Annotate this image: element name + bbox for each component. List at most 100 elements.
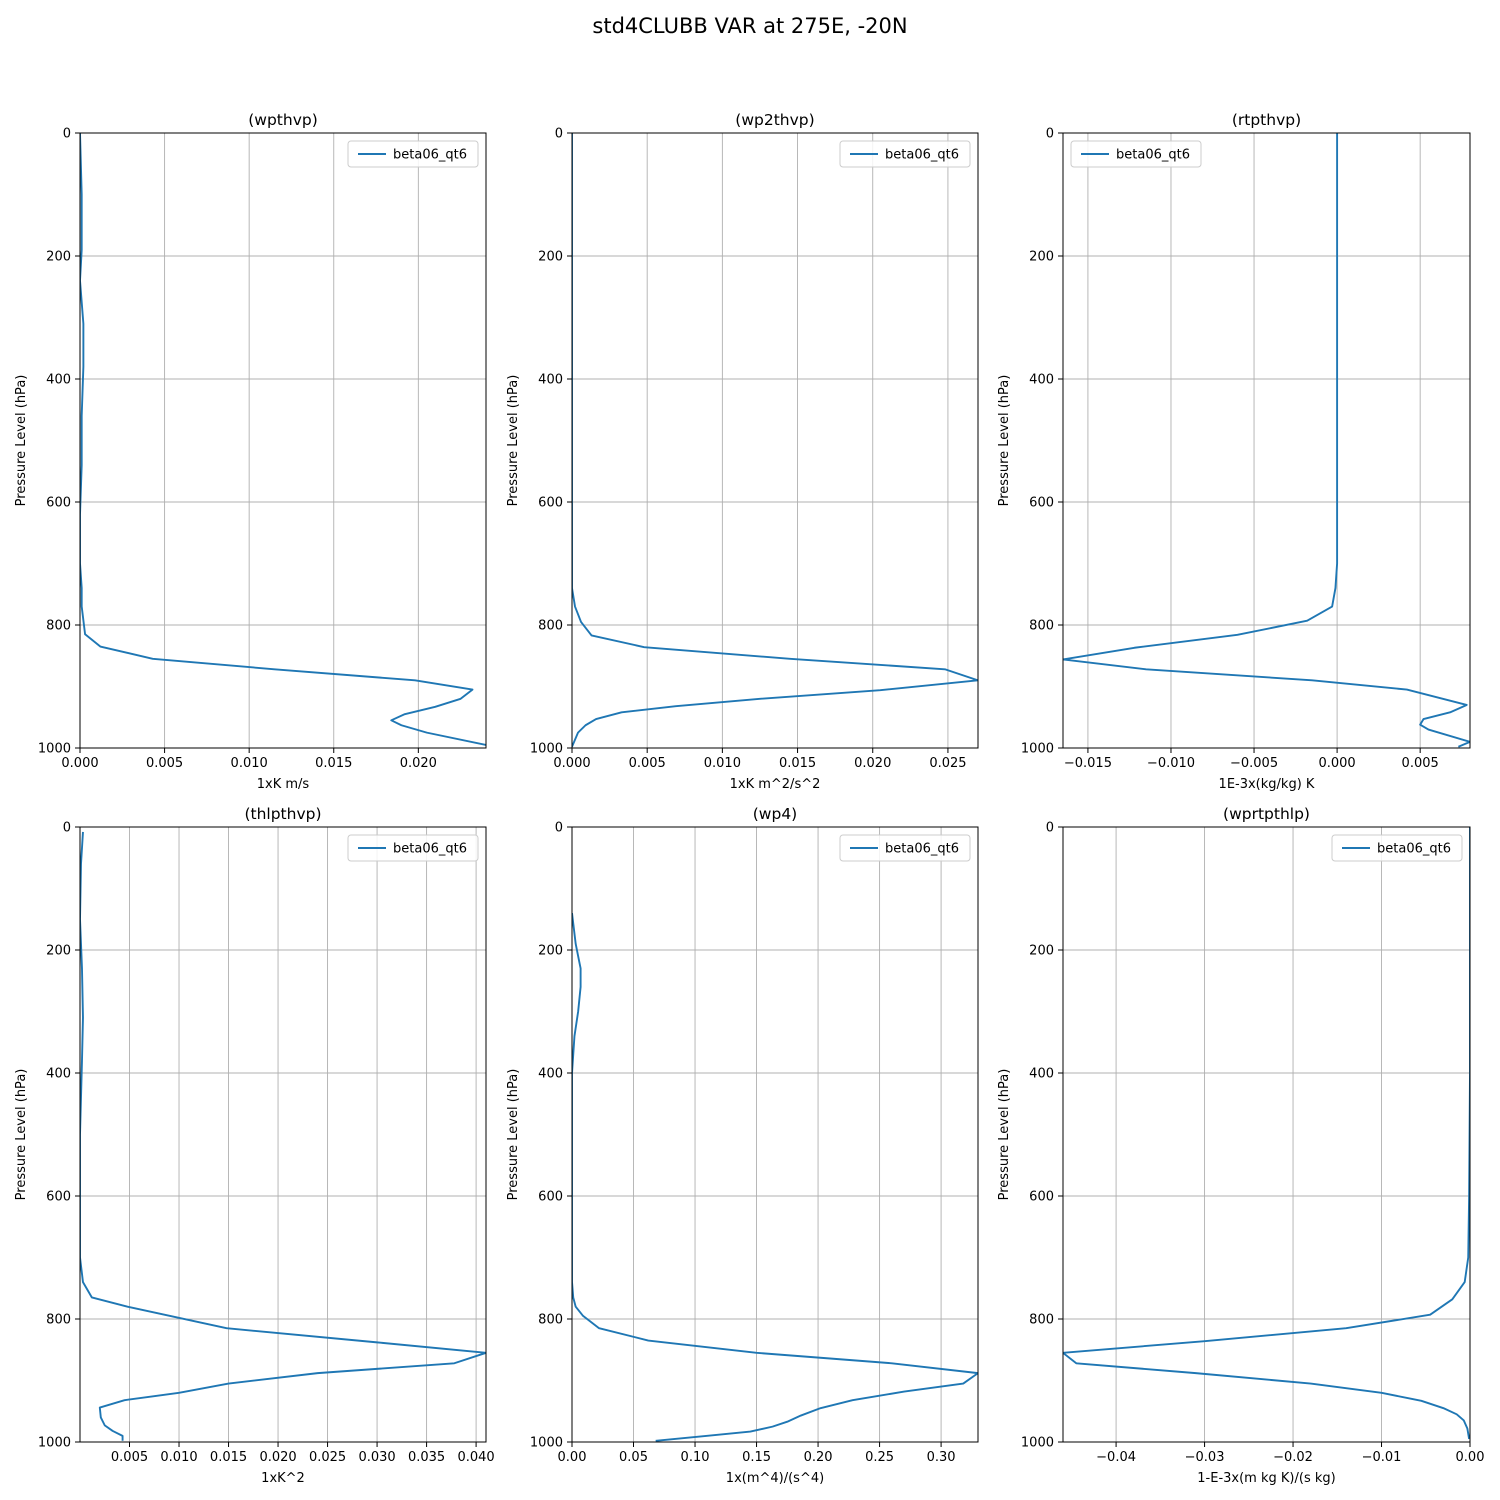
subplot-2: 0.000 0.005 0.010 0.015 0.020 0.025 0 200 400 600… xyxy=(506,111,979,792)
series-line-beta06_qt6 xyxy=(1063,133,1470,748)
axes-frame xyxy=(1062,826,1471,1443)
axes-frame xyxy=(79,826,487,1443)
y-tick-label: 400 xyxy=(538,1067,563,1082)
legend-box xyxy=(347,834,479,862)
x-axis-label: 1x(m^4)/(s^4) xyxy=(726,1471,824,1486)
x-axis-label: 1E-3x(kg/kg) K xyxy=(1219,777,1315,792)
subplot-title: (wp2thvp) xyxy=(735,111,814,129)
x-tick-label: 0.025 xyxy=(309,1450,346,1465)
x-tick-label: 0.000 xyxy=(553,756,590,771)
x-axis-label: 1xK m/s xyxy=(257,777,310,792)
legend: beta06_qt6 xyxy=(1331,834,1463,862)
x-tick-label: 0.05 xyxy=(619,1450,648,1465)
legend-box xyxy=(1331,834,1463,862)
y-tick-label: 800 xyxy=(46,619,71,634)
x-tick-label: 0.025 xyxy=(929,756,966,771)
x-tick-label: 0.015 xyxy=(779,756,816,771)
legend-entry: beta06_qt6 xyxy=(393,148,467,163)
x-tick-label: 0.015 xyxy=(210,1450,247,1465)
x-tick-label: 0.30 xyxy=(927,1450,956,1465)
y-tick-label: 1000 xyxy=(38,742,71,757)
y-axis-label: Pressure Level (hPa) xyxy=(14,1069,29,1201)
y-tick-label: 0 xyxy=(1046,821,1054,836)
y-tick-label: 600 xyxy=(46,1190,71,1205)
y-tick-label: 600 xyxy=(46,496,71,511)
legend-entry: beta06_qt6 xyxy=(393,842,467,857)
figure-title: std4CLUBB VAR at 275E, -20N xyxy=(592,14,908,38)
x-tick-label: 0.000 xyxy=(61,756,98,771)
y-tick-label: 400 xyxy=(538,373,563,388)
y-tick-label: 800 xyxy=(46,1313,71,1328)
legend-box xyxy=(839,140,971,168)
y-tick-label: 600 xyxy=(538,1190,563,1205)
legend: beta06_qt6 xyxy=(839,834,971,862)
x-tick-label: 0.020 xyxy=(259,1450,296,1465)
x-tick-label: 0.010 xyxy=(704,756,741,771)
y-tick-label: 200 xyxy=(46,944,71,959)
series-line-beta06_qt6 xyxy=(1063,827,1470,1440)
y-axis-label: Pressure Level (hPa) xyxy=(997,1069,1012,1201)
y-tick-label: 400 xyxy=(46,1067,71,1082)
legend-box xyxy=(839,834,971,862)
subplot-title: (wprtpthlp) xyxy=(1223,805,1310,823)
y-tick-label: 800 xyxy=(1029,619,1054,634)
x-tick-label: 0.005 xyxy=(629,756,666,771)
x-tick-label: −0.005 xyxy=(1230,756,1278,771)
x-tick-label: 0.000 xyxy=(1318,756,1355,771)
y-tick-label: 200 xyxy=(1029,944,1054,959)
y-axis-label: Pressure Level (hPa) xyxy=(506,375,521,507)
y-tick-label: 200 xyxy=(1029,250,1054,265)
x-tick-label: 0.035 xyxy=(408,1450,445,1465)
legend-entry: beta06_qt6 xyxy=(885,148,959,163)
y-tick-label: 200 xyxy=(46,250,71,265)
series-line-beta06_qt6 xyxy=(80,831,486,1441)
subplot-title: (wp4) xyxy=(753,805,797,823)
x-tick-label: 0.040 xyxy=(457,1450,494,1465)
x-tick-label: −0.03 xyxy=(1185,1450,1225,1465)
x-tick-label: 0.00 xyxy=(1456,1450,1485,1465)
y-tick-label: 800 xyxy=(538,619,563,634)
x-tick-label: −0.015 xyxy=(1064,756,1112,771)
y-tick-label: 200 xyxy=(538,250,563,265)
x-tick-label: −0.01 xyxy=(1362,1450,1402,1465)
legend-box xyxy=(1070,140,1202,168)
y-tick-label: 800 xyxy=(538,1313,563,1328)
subplot-1: 0.000 0.005 0.010 0.015 0.020 0 200 400 600 800 10… xyxy=(14,111,487,792)
axes-frame xyxy=(571,826,979,1443)
y-axis-label: Pressure Level (hPa) xyxy=(997,375,1012,507)
y-tick-label: 400 xyxy=(1029,1067,1054,1082)
x-tick-label: 0.00 xyxy=(558,1450,587,1465)
y-axis-label: Pressure Level (hPa) xyxy=(506,1069,521,1201)
x-tick-label: 0.10 xyxy=(681,1450,710,1465)
axes-frame xyxy=(79,132,487,749)
y-tick-label: 0 xyxy=(63,127,71,142)
x-axis-label: 1xK^2 xyxy=(261,1471,305,1486)
y-tick-label: 0 xyxy=(63,821,71,836)
y-tick-label: 1000 xyxy=(1021,742,1054,757)
y-tick-label: 600 xyxy=(1029,1190,1054,1205)
subplot-title: (thlpthvp) xyxy=(244,805,321,823)
subplot-4: 0.005 0.010 0.015 0.020 0.025 0.030 0.035 0.040… xyxy=(14,805,495,1486)
legend: beta06_qt6 xyxy=(1070,140,1202,168)
subplot-3: −0.015 −0.010 −0.005 0.000 0.005 0 200 400 600 80… xyxy=(997,111,1471,792)
x-tick-label: 0.020 xyxy=(400,756,437,771)
legend-box xyxy=(347,140,479,168)
y-tick-label: 800 xyxy=(1029,1313,1054,1328)
subplot-title: (wpthvp) xyxy=(248,111,318,129)
y-tick-label: 400 xyxy=(46,373,71,388)
y-tick-label: 600 xyxy=(1029,496,1054,511)
y-tick-label: 1000 xyxy=(530,1436,563,1451)
y-tick-label: 400 xyxy=(1029,373,1054,388)
series-line-beta06_qt6 xyxy=(572,912,978,1442)
x-tick-label: 0.030 xyxy=(358,1450,395,1465)
subplot-title: (rtpthvp) xyxy=(1232,111,1301,129)
legend-entry: beta06_qt6 xyxy=(885,842,959,857)
series-line-beta06_qt6 xyxy=(572,133,978,748)
y-tick-label: 0 xyxy=(555,127,563,142)
subplot-5: 0.00 0.05 0.10 0.15 0.20 0.25 0.30 0 200 400 600 80… xyxy=(506,805,979,1486)
legend-entry: beta06_qt6 xyxy=(1116,148,1190,163)
y-tick-label: 0 xyxy=(1046,127,1054,142)
x-tick-label: 0.010 xyxy=(231,756,268,771)
